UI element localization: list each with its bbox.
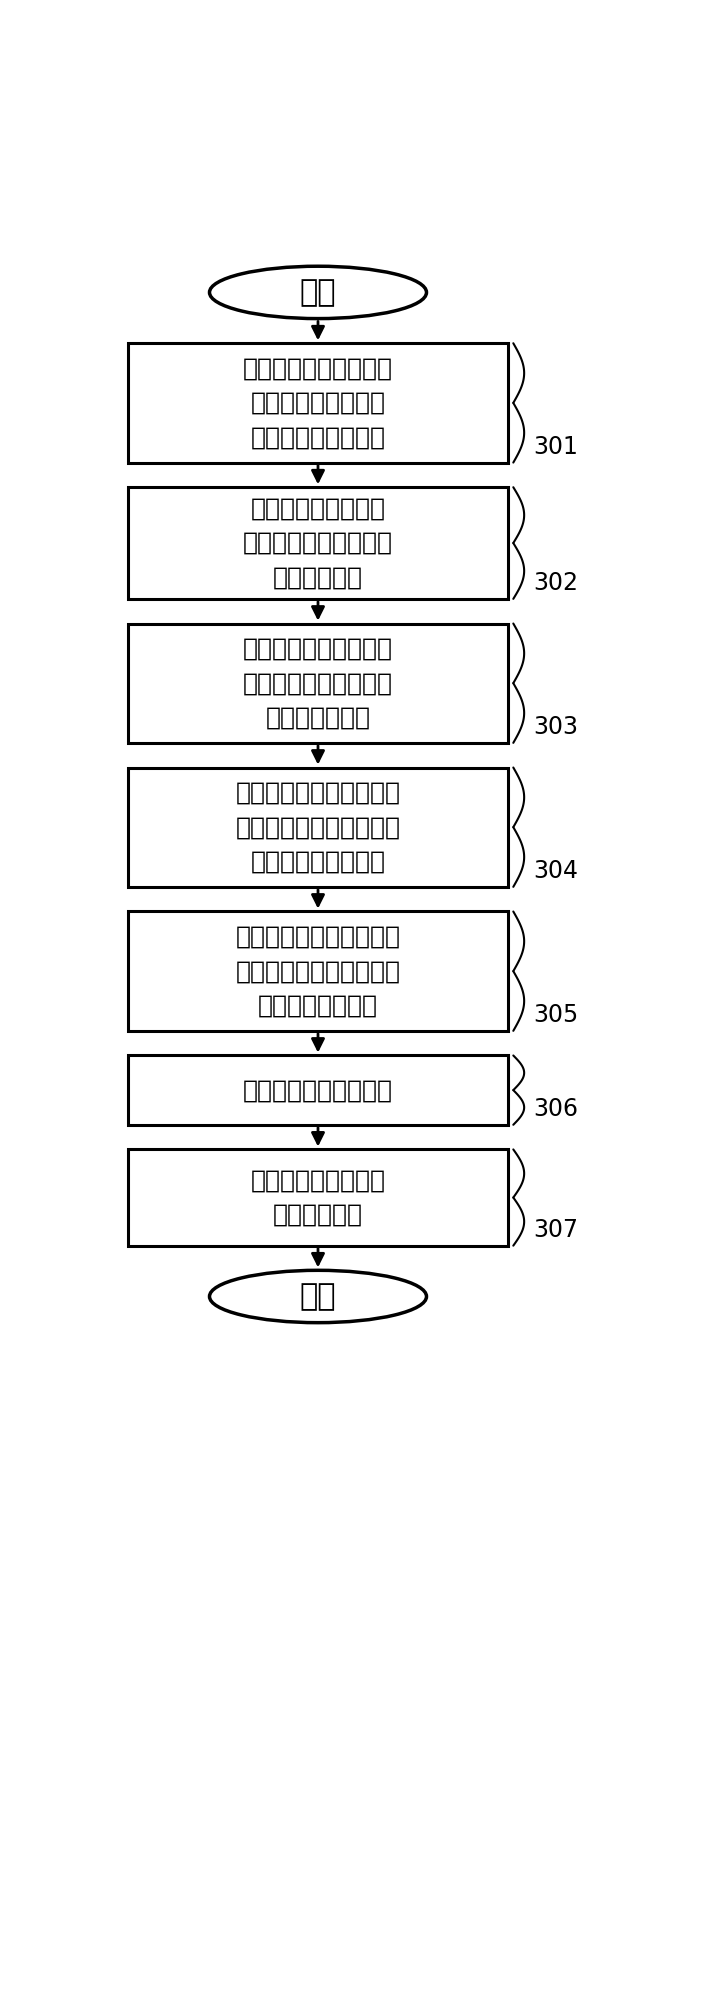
Text: 形成背面的集电区，
形成背面合金: 形成背面的集电区， 形成背面合金: [250, 1168, 385, 1226]
Text: 302: 302: [533, 570, 578, 594]
Text: 开始: 开始: [300, 277, 336, 307]
Text: 304: 304: [533, 859, 578, 883]
Text: 307: 307: [533, 1218, 578, 1242]
Text: 结束: 结束: [300, 1282, 336, 1310]
FancyBboxPatch shape: [128, 1149, 508, 1246]
Text: 在衬底上先生长缓冲区
层，再生长外延层，
最后形成第一掺杂区: 在衬底上先生长缓冲区 层，再生长外延层， 最后形成第一掺杂区: [243, 357, 393, 449]
FancyBboxPatch shape: [128, 487, 508, 598]
FancyBboxPatch shape: [128, 911, 508, 1031]
FancyBboxPatch shape: [128, 343, 508, 463]
FancyBboxPatch shape: [128, 768, 508, 887]
Text: 301: 301: [533, 435, 578, 459]
FancyBboxPatch shape: [128, 624, 508, 744]
Text: 305: 305: [533, 1003, 578, 1027]
Text: 利用多晶硅做阻挡层，
普注半导体材料并退火
推阱形成沟道区: 利用多晶硅做阻挡层， 普注半导体材料并退火 推阱形成沟道区: [243, 636, 393, 730]
Text: 淀积金属形成金属源极: 淀积金属形成金属源极: [243, 1079, 393, 1103]
Text: 形成增强型第二类型半导
体类型源区，形成氧化绝
缘层，形成接触区: 形成增强型第二类型半导 体类型源区，形成氧化绝 缘层，形成接触区: [235, 925, 400, 1017]
Text: 生长栅氧化层，淀积
多晶硅，利用栅极光刻
掩膜形成栅极: 生长栅氧化层，淀积 多晶硅，利用栅极光刻 掩膜形成栅极: [243, 497, 393, 590]
FancyBboxPatch shape: [128, 1055, 508, 1125]
Text: 303: 303: [533, 716, 578, 740]
Text: 利用多晶硅做阻挡层，普
注半导体材料形成增强型
第一类型半导体源区: 利用多晶硅做阻挡层，普 注半导体材料形成增强型 第一类型半导体源区: [235, 782, 400, 873]
Ellipse shape: [209, 1270, 427, 1322]
Ellipse shape: [209, 267, 427, 319]
Text: 306: 306: [533, 1097, 578, 1121]
